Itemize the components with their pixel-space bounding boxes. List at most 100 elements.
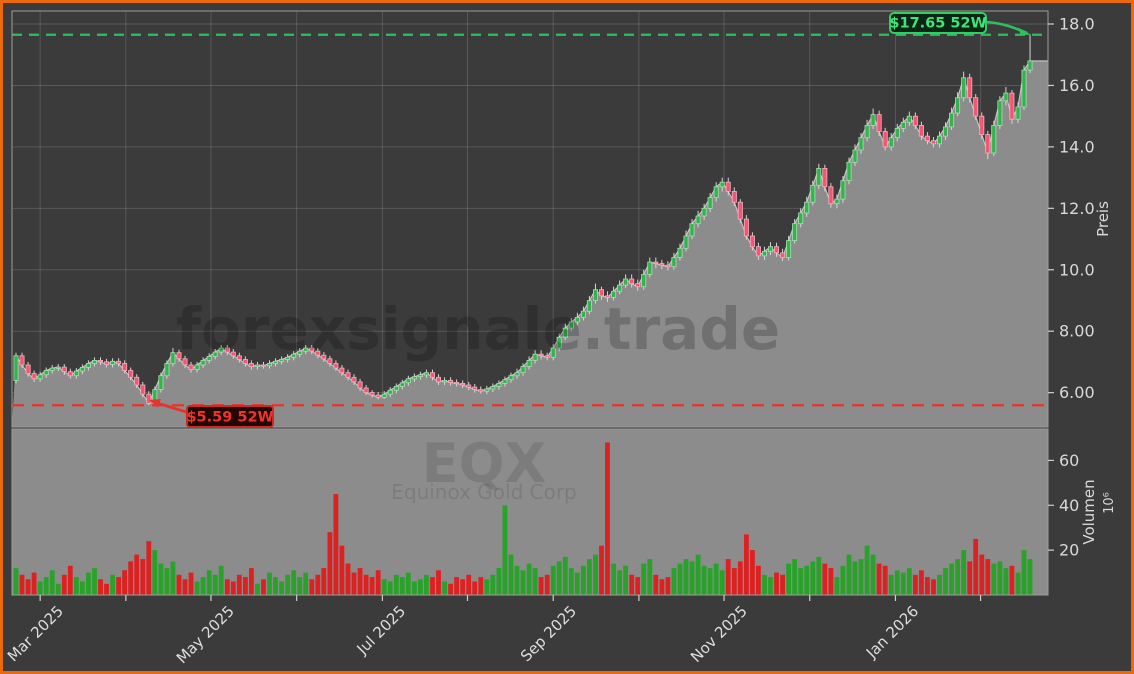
candle bbox=[393, 386, 399, 391]
volume-tick-label: 60 bbox=[1059, 451, 1079, 470]
volume-bar bbox=[943, 568, 948, 595]
candle bbox=[894, 128, 900, 139]
candle bbox=[31, 373, 37, 380]
candle bbox=[852, 149, 858, 163]
volume-bar bbox=[593, 554, 598, 595]
volume-bar bbox=[846, 554, 852, 595]
candle bbox=[997, 100, 1003, 126]
candle bbox=[599, 289, 605, 297]
candle bbox=[979, 115, 985, 135]
volume-bar bbox=[405, 572, 411, 595]
volume-bar bbox=[750, 550, 755, 595]
volume-bar bbox=[430, 577, 435, 595]
candle bbox=[876, 114, 882, 132]
volume-bar bbox=[418, 579, 423, 595]
candle bbox=[574, 316, 580, 323]
high-arrow-head bbox=[1018, 27, 1031, 36]
candlestick-chart: EQX Equinox Gold Corp forexsignale.trade… bbox=[4, 10, 1117, 667]
volume-bar bbox=[967, 561, 973, 595]
volume-bar bbox=[695, 554, 701, 595]
volume-bar bbox=[194, 581, 200, 595]
candle bbox=[593, 289, 599, 301]
volume-bar bbox=[285, 574, 290, 595]
volume-bar bbox=[768, 577, 773, 595]
candle bbox=[665, 264, 671, 268]
volume-bar bbox=[339, 545, 345, 595]
volume-bar bbox=[906, 568, 912, 595]
volume-bar bbox=[206, 570, 212, 595]
volume-bar bbox=[67, 565, 73, 595]
volume-bar bbox=[369, 577, 375, 595]
candle bbox=[230, 351, 236, 357]
x-tick-label: May 2025 bbox=[173, 602, 238, 667]
candle bbox=[417, 374, 423, 377]
price-tick-label: 12.0 bbox=[1059, 199, 1095, 218]
volume-bar bbox=[913, 574, 918, 595]
candle bbox=[1003, 92, 1009, 102]
candle bbox=[182, 358, 188, 366]
candle bbox=[774, 246, 780, 254]
candle bbox=[122, 363, 128, 371]
volume-bar bbox=[224, 579, 230, 595]
volume-bar bbox=[267, 572, 272, 595]
volume-bar bbox=[315, 574, 321, 595]
candle bbox=[870, 114, 876, 126]
x-tick-label: Mar 2025 bbox=[4, 602, 67, 665]
volume-bar bbox=[152, 550, 158, 595]
candle bbox=[828, 186, 834, 205]
candle bbox=[617, 284, 623, 292]
candle bbox=[49, 367, 55, 372]
candle bbox=[218, 347, 224, 353]
symbol-watermark: EQX bbox=[422, 432, 546, 495]
volume-bar bbox=[86, 572, 91, 595]
volume-bar bbox=[363, 574, 369, 595]
candle bbox=[526, 359, 532, 367]
volume-bar bbox=[243, 577, 248, 595]
candle bbox=[472, 386, 478, 391]
volume-bar bbox=[876, 563, 882, 595]
volume-bar bbox=[713, 563, 719, 595]
candle bbox=[737, 201, 743, 220]
volume-bar bbox=[249, 568, 254, 595]
volume-bar bbox=[562, 556, 568, 595]
candle bbox=[912, 115, 918, 126]
candle bbox=[429, 372, 435, 378]
candle bbox=[37, 374, 43, 380]
volume-bar bbox=[629, 574, 635, 595]
candle bbox=[496, 382, 502, 387]
candle bbox=[303, 347, 309, 352]
volume-bar bbox=[98, 579, 103, 595]
volume-bar bbox=[894, 570, 900, 595]
volume-bar bbox=[351, 572, 357, 595]
volume-bar bbox=[279, 581, 284, 595]
candle bbox=[285, 356, 291, 360]
volume-bar bbox=[448, 583, 453, 595]
volume-bar bbox=[31, 572, 37, 595]
volume-bar bbox=[647, 559, 653, 595]
volume-bar bbox=[37, 581, 43, 595]
candle bbox=[435, 376, 441, 383]
volume-bar bbox=[864, 545, 870, 595]
volume-bar bbox=[116, 577, 121, 595]
candle bbox=[550, 347, 556, 358]
volume-bar bbox=[526, 563, 532, 595]
volume-bar bbox=[991, 563, 997, 595]
candle bbox=[79, 366, 85, 372]
candle bbox=[442, 379, 448, 383]
volume-tick-label: 20 bbox=[1059, 541, 1079, 560]
candle bbox=[19, 355, 25, 366]
candle bbox=[502, 379, 508, 384]
volume-bar bbox=[200, 577, 206, 595]
volume-bar bbox=[973, 538, 979, 595]
volume-bar bbox=[230, 581, 236, 595]
volume-bar bbox=[858, 559, 864, 595]
candle bbox=[985, 134, 991, 154]
candle bbox=[937, 135, 943, 145]
volume-bar bbox=[538, 577, 544, 595]
candle bbox=[176, 352, 182, 360]
candle bbox=[713, 186, 719, 199]
candle bbox=[810, 184, 816, 203]
volume-bar bbox=[261, 579, 266, 595]
candle bbox=[804, 201, 810, 214]
volume-bar bbox=[176, 574, 182, 595]
